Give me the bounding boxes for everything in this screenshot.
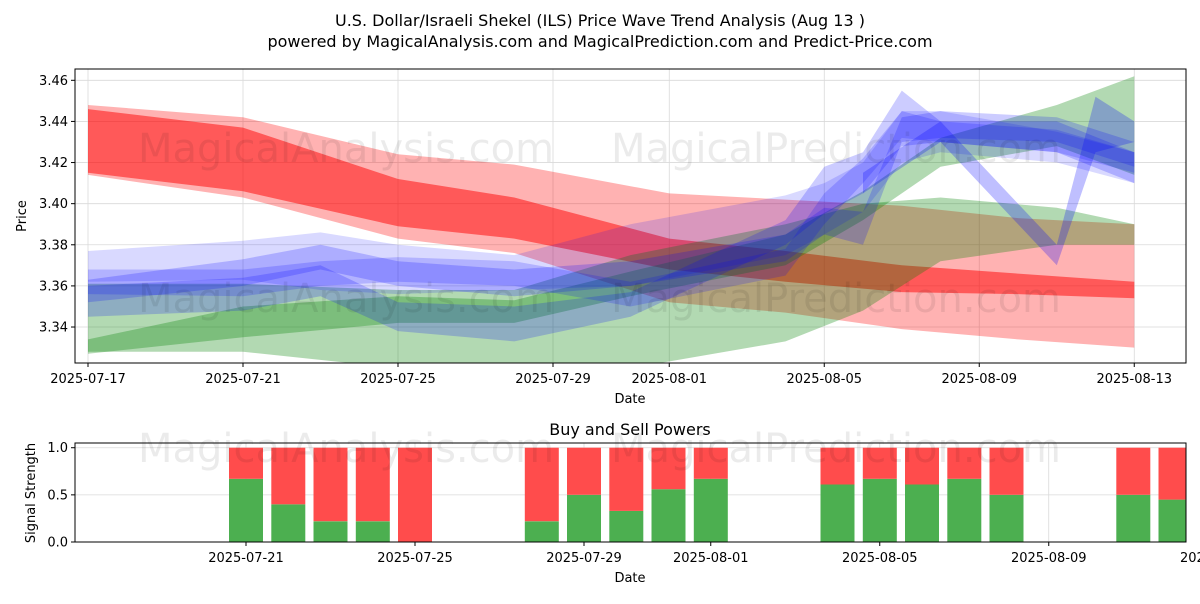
buy-bar bbox=[313, 521, 348, 542]
figure-title-line1: U.S. Dollar/Israeli Shekel (ILS) Price W… bbox=[335, 11, 865, 30]
buy-bar bbox=[524, 521, 559, 542]
bar-series-layer bbox=[229, 447, 1186, 542]
sell-bar bbox=[398, 447, 432, 542]
main-x-tick-label: 2025-07-17 bbox=[50, 372, 126, 387]
buy-bar bbox=[609, 510, 644, 542]
sell-bar bbox=[355, 447, 390, 522]
bar-x-tick-label: 2025-08-09 bbox=[1011, 551, 1087, 566]
sell-bar bbox=[609, 447, 644, 511]
bar-x-tick-label: 2025-08-05 bbox=[842, 551, 918, 566]
bar-watermark-magicalprediction: MagicalPrediction.com bbox=[611, 426, 1061, 472]
main-x-tick-label: 2025-08-01 bbox=[631, 372, 707, 387]
price-wave-plot: MagicalAnalysis.com MagicalPrediction.co… bbox=[15, 68, 1187, 407]
green-wave-2-band bbox=[88, 76, 1135, 354]
bar-y-tick-label: 1.0 bbox=[47, 441, 68, 456]
bar-x-tick-label: 2025-07-21 bbox=[208, 551, 284, 566]
sell-bar bbox=[693, 447, 728, 479]
bar-y-tick-label: 0.0 bbox=[47, 536, 68, 551]
sell-bar bbox=[905, 447, 939, 485]
main-x-tick-label: 2025-08-13 bbox=[1096, 372, 1172, 387]
buy-bar bbox=[989, 494, 1024, 542]
sell-bar bbox=[989, 447, 1024, 495]
main-x-tick-label: 2025-07-25 bbox=[360, 372, 436, 387]
main-plot-frame bbox=[74, 68, 1187, 364]
main-series-layer bbox=[88, 76, 1135, 363]
bar-chart-title: Buy and Sell Powers bbox=[549, 420, 711, 439]
bar-y-tick-label: 0.5 bbox=[47, 488, 68, 503]
main-x-tick-label: 2025-07-29 bbox=[515, 372, 591, 387]
main-y-tick-label: 3.38 bbox=[39, 238, 68, 253]
sell-bar bbox=[1116, 447, 1151, 495]
main-x-tick-label: 2025-08-05 bbox=[786, 372, 862, 387]
bar-x-tick-label: 2025-07-25 bbox=[377, 551, 453, 566]
sell-bar bbox=[271, 447, 306, 505]
sell-bar bbox=[820, 447, 855, 485]
bar-plot-frame bbox=[74, 442, 1187, 543]
bar-x-tick-label: 2025-08-01 bbox=[673, 551, 749, 566]
sell-bar bbox=[313, 447, 348, 522]
main-axes: 2025-07-17 2025-07-21 2025-07-25 2025-07-29… bbox=[39, 74, 1172, 387]
sell-bar bbox=[229, 447, 263, 479]
main-y-tick-label: 3.36 bbox=[39, 279, 68, 294]
watermark-magicalprediction-2: MagicalPrediction.com bbox=[611, 276, 1061, 322]
main-y-tick-label: 3.42 bbox=[39, 156, 68, 171]
bar-x-axis-label: Date bbox=[614, 571, 645, 586]
sell-bar bbox=[651, 447, 686, 490]
sell-bar bbox=[567, 447, 601, 495]
blue-spike-band bbox=[863, 96, 1135, 266]
buy-bar bbox=[820, 484, 855, 542]
main-x-axis-label: Date bbox=[614, 392, 645, 407]
main-y-tick-label: 3.46 bbox=[39, 74, 68, 89]
sell-bar bbox=[947, 447, 982, 479]
main-y-axis-label: Price bbox=[15, 200, 30, 232]
blue-wave-4-band bbox=[88, 111, 1135, 307]
buy-bar bbox=[567, 494, 601, 542]
buy-bar bbox=[1116, 494, 1151, 542]
buy-bar bbox=[693, 478, 728, 542]
bar-x-tick-label: 2025-07-29 bbox=[546, 551, 622, 566]
bar-watermark-magicalanalysis: MagicalAnalysis.com bbox=[138, 426, 554, 472]
buy-bar bbox=[271, 504, 306, 542]
buy-bar bbox=[355, 521, 390, 542]
main-x-tick-label: 2025-08-09 bbox=[941, 372, 1017, 387]
main-watermarks: MagicalAnalysis.com MagicalPrediction.co… bbox=[138, 126, 1061, 322]
watermark-magicalanalysis: MagicalAnalysis.com bbox=[138, 126, 554, 172]
main-x-tick-label: 2025-07-21 bbox=[205, 372, 281, 387]
watermark-magicalanalysis-2: MagicalAnalysis.com bbox=[138, 276, 554, 322]
buy-sell-plot: Buy and Sell Powers MagicalAnalysis.com … bbox=[24, 420, 1200, 586]
blue-wave-1-band bbox=[88, 111, 1135, 295]
sell-bar bbox=[1158, 447, 1186, 500]
buy-bar bbox=[651, 489, 686, 542]
main-y-tick-label: 3.40 bbox=[39, 197, 68, 212]
bar-axes: 2025-07-21 2025-07-25 2025-07-29 2025-08-01… bbox=[47, 441, 1200, 566]
main-y-tick-label: 3.34 bbox=[39, 321, 68, 336]
bar-x-tick-label: 2025-08-13 bbox=[1180, 551, 1200, 566]
main-y-tick-label: 3.44 bbox=[39, 115, 68, 130]
bar-y-axis-label: Signal Strength bbox=[24, 443, 39, 543]
watermark-magicalprediction: MagicalPrediction.com bbox=[611, 126, 1061, 172]
buy-bar bbox=[229, 478, 263, 542]
bar-watermarks: MagicalAnalysis.com MagicalPrediction.co… bbox=[138, 426, 1061, 472]
figure-title-line2: powered by MagicalAnalysis.com and Magic… bbox=[267, 32, 932, 51]
red-wave-2-band bbox=[88, 109, 1135, 299]
buy-bar bbox=[947, 478, 982, 542]
buy-bar bbox=[1158, 499, 1186, 542]
sell-bar bbox=[524, 447, 559, 522]
blue-wave-2-band bbox=[88, 90, 1135, 342]
sell-bar bbox=[862, 447, 897, 479]
blue-wave-3-band bbox=[88, 111, 1135, 303]
green-wave-1-band bbox=[88, 197, 1135, 363]
buy-bar bbox=[862, 478, 897, 542]
buy-bar bbox=[905, 484, 939, 542]
